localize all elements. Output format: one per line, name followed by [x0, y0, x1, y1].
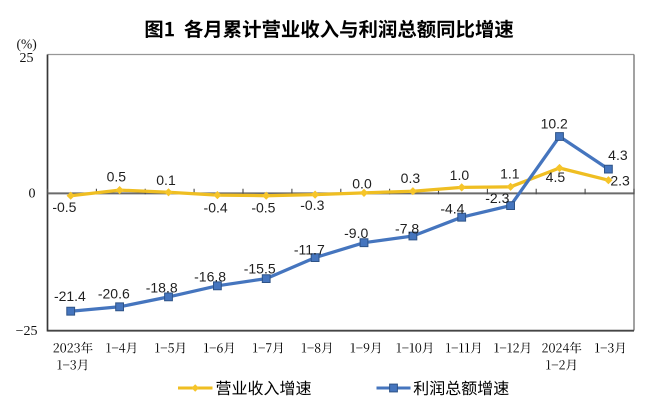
svg-text:-15.5: -15.5 [244, 261, 276, 277]
svg-text:-7.8: -7.8 [395, 221, 419, 237]
svg-text:-0.4: -0.4 [204, 200, 228, 216]
svg-text:4.5: 4.5 [546, 169, 566, 185]
svg-text:−25: −25 [16, 324, 38, 339]
svg-text:-16.8: -16.8 [194, 269, 226, 285]
svg-text:0: 0 [29, 187, 36, 202]
svg-text:-18.8: -18.8 [146, 280, 178, 296]
svg-text:-0.5: -0.5 [52, 199, 76, 215]
svg-text:-0.5: -0.5 [251, 200, 275, 216]
svg-text:0.5: 0.5 [107, 168, 127, 184]
svg-text:0.3: 0.3 [401, 170, 421, 186]
svg-text:0.1: 0.1 [156, 172, 176, 188]
svg-text:-4.4: -4.4 [440, 200, 464, 216]
svg-text:-11.7: -11.7 [294, 242, 325, 258]
svg-text:10.2: 10.2 [541, 116, 568, 132]
svg-text:1.0: 1.0 [450, 167, 470, 183]
svg-text:(%): (%) [17, 36, 37, 51]
svg-text:0.0: 0.0 [352, 176, 372, 192]
svg-text:-0.3: -0.3 [300, 197, 324, 213]
svg-text:4.3: 4.3 [608, 147, 628, 163]
svg-text:-21.4: -21.4 [54, 288, 86, 304]
svg-text:25: 25 [20, 51, 34, 66]
svg-text:-2.3: -2.3 [485, 190, 509, 206]
svg-text:-20.6: -20.6 [98, 286, 130, 302]
svg-text:-9.0: -9.0 [344, 225, 368, 241]
svg-text:1.1: 1.1 [500, 165, 520, 181]
svg-text:2.3: 2.3 [610, 173, 630, 189]
